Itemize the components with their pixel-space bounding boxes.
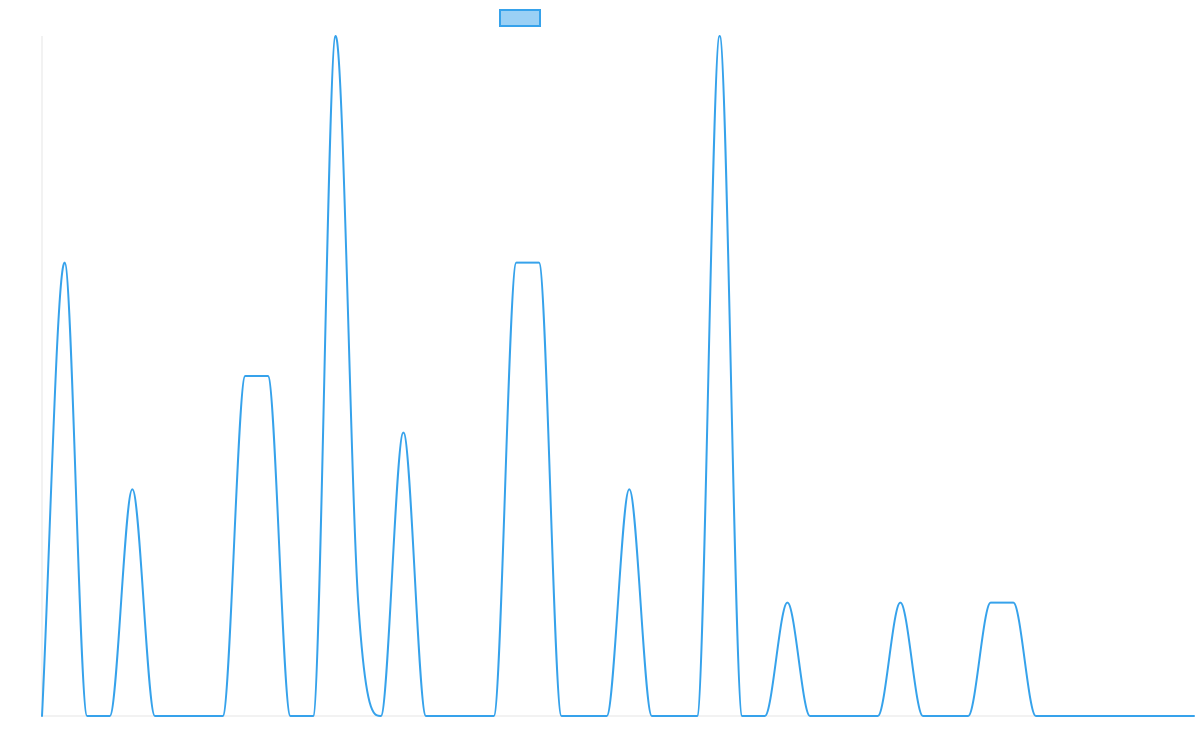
data-point-5[interactable] bbox=[152, 713, 158, 719]
data-point-35[interactable] bbox=[830, 713, 836, 719]
data-point-1[interactable] bbox=[62, 260, 68, 266]
data-point-51[interactable] bbox=[1191, 713, 1197, 719]
data-point-42[interactable] bbox=[988, 600, 994, 606]
data-point-29[interactable] bbox=[694, 713, 700, 719]
data-point-0[interactable] bbox=[39, 713, 45, 719]
data-point-18[interactable] bbox=[446, 713, 452, 719]
data-point-15[interactable] bbox=[378, 713, 384, 719]
series-line bbox=[41, 35, 1195, 717]
data-point-24[interactable] bbox=[581, 713, 587, 719]
data-point-23[interactable] bbox=[559, 713, 565, 719]
data-point-31[interactable] bbox=[739, 713, 745, 719]
data-point-13[interactable] bbox=[333, 33, 339, 39]
data-point-17[interactable] bbox=[423, 713, 429, 719]
data-point-33[interactable] bbox=[784, 600, 790, 606]
data-point-30[interactable] bbox=[717, 33, 723, 39]
data-point-21[interactable] bbox=[513, 260, 519, 266]
data-point-26[interactable] bbox=[626, 486, 632, 492]
data-point-36[interactable] bbox=[852, 713, 858, 719]
data-point-27[interactable] bbox=[649, 713, 655, 719]
data-point-25[interactable] bbox=[604, 713, 610, 719]
data-point-14[interactable] bbox=[355, 600, 361, 606]
data-point-7[interactable] bbox=[197, 713, 203, 719]
data-point-50[interactable] bbox=[1168, 713, 1174, 719]
data-point-12[interactable] bbox=[310, 713, 316, 719]
data-point-38[interactable] bbox=[897, 600, 903, 606]
data-point-4[interactable] bbox=[129, 486, 135, 492]
data-point-34[interactable] bbox=[807, 713, 813, 719]
data-point-6[interactable] bbox=[175, 713, 181, 719]
legend-swatch[interactable] bbox=[499, 9, 541, 27]
data-point-3[interactable] bbox=[107, 713, 113, 719]
data-point-41[interactable] bbox=[965, 713, 971, 719]
data-point-16[interactable] bbox=[400, 430, 406, 436]
data-point-48[interactable] bbox=[1123, 713, 1129, 719]
data-point-37[interactable] bbox=[875, 713, 881, 719]
data-point-49[interactable] bbox=[1146, 713, 1152, 719]
data-point-9[interactable] bbox=[242, 373, 248, 379]
data-point-43[interactable] bbox=[1010, 600, 1016, 606]
data-point-19[interactable] bbox=[468, 713, 474, 719]
data-point-45[interactable] bbox=[1055, 713, 1061, 719]
data-point-22[interactable] bbox=[536, 260, 542, 266]
data-point-44[interactable] bbox=[1033, 713, 1039, 719]
data-point-20[interactable] bbox=[491, 713, 497, 719]
data-point-10[interactable] bbox=[265, 373, 271, 379]
data-point-28[interactable] bbox=[671, 713, 677, 719]
data-point-11[interactable] bbox=[287, 713, 293, 719]
data-point-39[interactable] bbox=[920, 713, 926, 719]
data-point-8[interactable] bbox=[220, 713, 226, 719]
data-point-40[interactable] bbox=[943, 713, 949, 719]
data-point-47[interactable] bbox=[1101, 713, 1107, 719]
data-point-2[interactable] bbox=[84, 713, 90, 719]
data-point-46[interactable] bbox=[1078, 713, 1084, 719]
data-point-32[interactable] bbox=[762, 713, 768, 719]
